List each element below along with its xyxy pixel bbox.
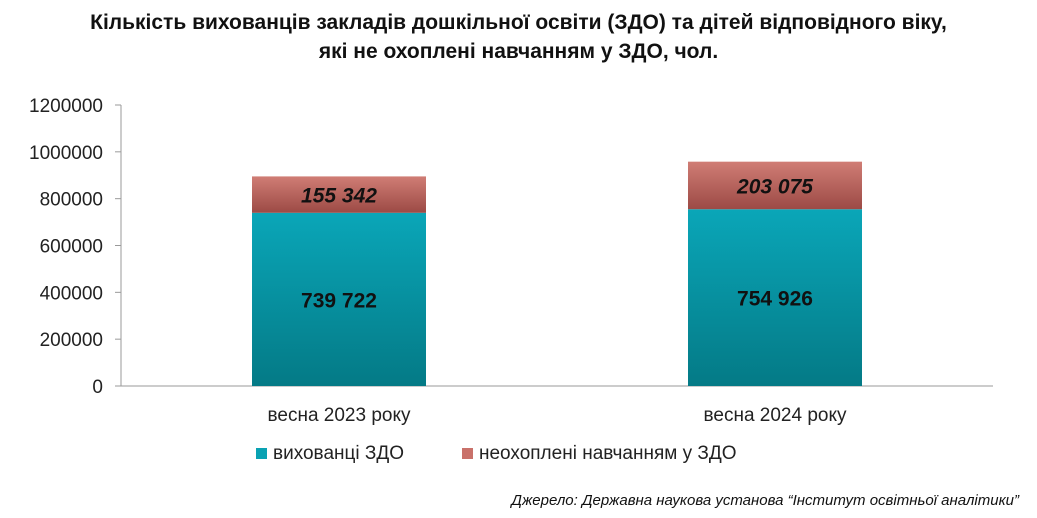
chart-legend: вихованці ЗДО неохоплені навчанням у ЗДО <box>256 443 736 464</box>
chart-bars <box>252 161 862 386</box>
legend-swatch <box>256 448 267 459</box>
y-tick-label: 400000 <box>40 283 103 304</box>
data-label: 739 722 <box>301 289 377 312</box>
legend-swatch <box>462 448 473 459</box>
data-label: 754 926 <box>737 288 813 311</box>
y-tick-label: 1200000 <box>29 96 103 117</box>
chart-title-line-1: Кількість вихованців закладів дошкільної… <box>90 11 947 34</box>
bar-segment <box>252 176 426 213</box>
data-label: 155 342 <box>301 185 377 208</box>
chart-labels: 739 722 155 342 754 926 203 075 <box>301 175 813 312</box>
chart-title: Кількість вихованців закладів дошкільної… <box>0 8 1037 66</box>
y-tick-label: 600000 <box>40 237 103 258</box>
x-category-label: весна 2024 року <box>704 405 847 426</box>
legend-entry: вихованці ЗДО <box>273 443 404 464</box>
y-tick-label: 800000 <box>40 190 103 211</box>
bar-segment <box>252 212 426 386</box>
bar-segment <box>688 209 862 386</box>
y-tick-label: 0 <box>92 377 103 398</box>
legend-entry: неохоплені навчанням у ЗДО <box>479 443 736 464</box>
bar-segment <box>688 161 862 210</box>
y-tick-label: 1000000 <box>29 143 103 164</box>
x-category-label: весна 2023 року <box>268 405 411 426</box>
source-note: Джерело: Державна наукова установа “Інст… <box>511 492 1019 509</box>
chart-title-line-2: які не охоплені навчанням у ЗДО, чол. <box>318 40 719 63</box>
data-label: 203 075 <box>736 175 813 198</box>
y-tick-label: 200000 <box>40 330 103 351</box>
